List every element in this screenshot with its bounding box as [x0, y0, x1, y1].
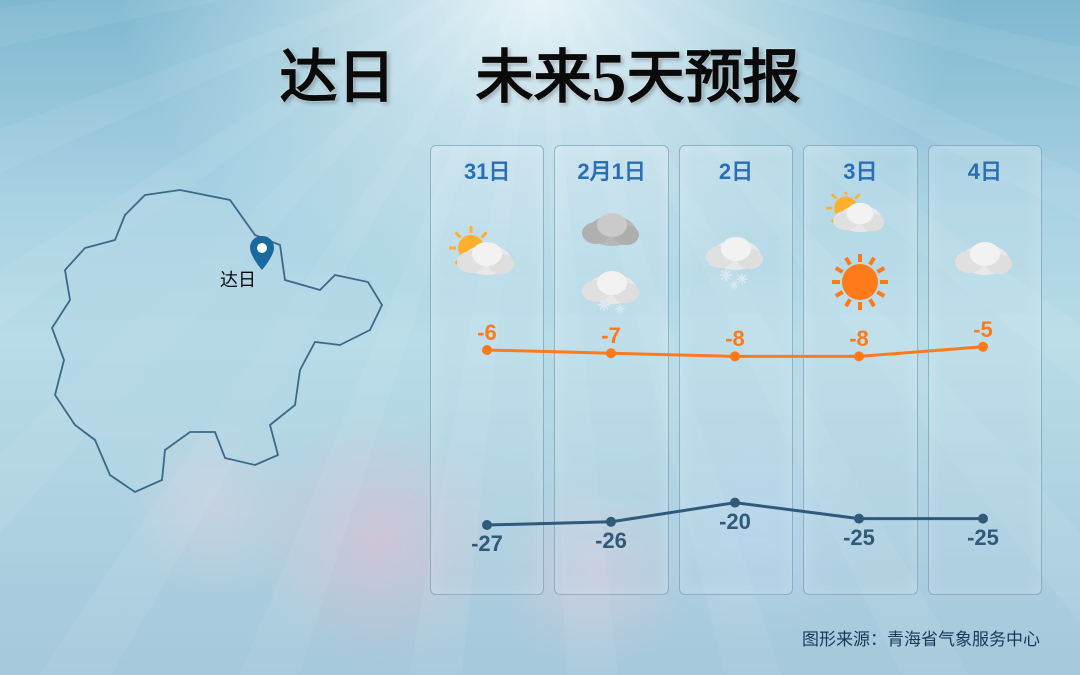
- high-temp: -6: [477, 320, 497, 346]
- page-title: 达日 未来5天预报: [0, 30, 1080, 119]
- map-pin-icon: [250, 236, 274, 270]
- low-temp: -20: [719, 509, 751, 535]
- title-location: 达日: [279, 45, 395, 110]
- title-suffix: 天预报: [627, 45, 801, 110]
- high-temp: -8: [725, 326, 745, 352]
- source-attribution: 图形来源：青海省气象服务中心: [802, 625, 1040, 650]
- low-temp: -27: [471, 531, 503, 557]
- low-temp: -25: [967, 525, 999, 551]
- high-temp: -7: [601, 323, 621, 349]
- high-temp: -8: [849, 326, 869, 352]
- temperature-labels: -6 -27 -7 -26 -8 -20 -8 -25 -5 -25: [430, 145, 1042, 595]
- title-days: 5: [592, 40, 627, 117]
- title-prefix: 未来: [475, 45, 591, 110]
- low-temp: -26: [595, 528, 627, 554]
- high-temp: -5: [973, 317, 993, 343]
- map-marker-label: 达日: [220, 266, 256, 292]
- region-map: 达日: [30, 170, 410, 510]
- map-outline: [52, 190, 382, 492]
- low-temp: -25: [843, 525, 875, 551]
